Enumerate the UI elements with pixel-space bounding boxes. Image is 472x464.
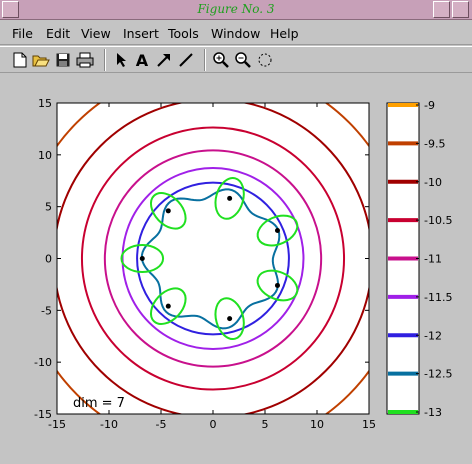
data-point <box>165 303 171 309</box>
colorbar-label: -10 <box>424 176 442 189</box>
y-tick-label: -10 <box>34 356 52 369</box>
rotate-icon[interactable] <box>255 50 275 70</box>
contour-line <box>80 126 346 391</box>
figure-canvas: -15 -10 -5 0 5 10 15 -15 -10 -5 0 5 10 15 dim = 7 -9 -9.… <box>0 74 472 464</box>
title-bar[interactable]: Figure No. 3 <box>0 0 472 20</box>
contour-plot[interactable]: -15 -10 -5 0 5 10 15 -15 -10 -5 0 5 10 15 dim = 7 -9 -9.… <box>0 74 472 464</box>
x-tick-label: 5 <box>262 418 269 431</box>
data-point <box>227 316 233 322</box>
print-icon[interactable] <box>75 50 95 70</box>
toolbar: A <box>0 46 472 73</box>
x-tick-label: 15 <box>362 418 376 431</box>
save-icon[interactable] <box>53 50 73 70</box>
contour-line <box>256 214 299 247</box>
contour-line <box>103 149 323 368</box>
menu-help[interactable]: Help <box>270 26 299 41</box>
contour-line <box>136 181 290 336</box>
menu-tools[interactable]: Tools <box>168 26 199 41</box>
colorbar-label: -11 <box>424 253 442 266</box>
toolbar-separator <box>104 49 106 71</box>
zoom-out-icon[interactable] <box>233 50 253 70</box>
y-tick-label: 0 <box>45 253 52 266</box>
x-tick-label: -10 <box>100 418 118 431</box>
y-tick-label: 15 <box>38 97 52 110</box>
colorbar-label: -11.5 <box>424 291 452 304</box>
menu-view[interactable]: View <box>81 26 111 41</box>
menu-bar: File Edit View Insert Tools Window Help <box>0 21 472 45</box>
menu-edit[interactable]: Edit <box>46 26 71 41</box>
colorbar-label: -10.5 <box>424 214 452 227</box>
x-tick-label: 10 <box>310 418 324 431</box>
x-tick-label: 0 <box>210 418 217 431</box>
menu-insert[interactable]: Insert <box>123 26 159 41</box>
data-point <box>139 256 145 261</box>
colorbar-label: -12.5 <box>424 368 452 381</box>
minimize-button[interactable] <box>433 1 450 18</box>
data-point <box>274 282 280 288</box>
data-point <box>165 208 171 214</box>
menu-file[interactable]: File <box>12 26 33 41</box>
arrow-tool-icon[interactable] <box>154 50 174 70</box>
zoom-in-icon[interactable] <box>211 50 231 70</box>
colorbar-label: -9.5 <box>424 137 445 150</box>
select-arrow-icon[interactable] <box>111 50 131 70</box>
line-tool-icon[interactable] <box>176 50 196 70</box>
plot-background <box>57 103 369 414</box>
x-tick-label: -5 <box>156 418 167 431</box>
window-title: Figure No. 3 <box>197 2 275 16</box>
contour-line <box>149 287 187 325</box>
y-tick-label: -5 <box>41 304 52 317</box>
open-folder-icon[interactable] <box>31 50 51 70</box>
contour-layer <box>57 103 369 414</box>
colorbar-label: -13 <box>424 406 442 419</box>
contour-line <box>121 167 305 350</box>
colorbar-label: -12 <box>424 329 442 342</box>
text-tool-icon[interactable]: A <box>135 50 149 70</box>
data-point <box>274 228 280 234</box>
menu-window[interactable]: Window <box>211 26 261 41</box>
contour-line <box>149 192 187 230</box>
contour-line <box>256 269 299 302</box>
contour-line <box>214 297 245 340</box>
toolbar-separator <box>204 49 206 71</box>
new-file-icon[interactable] <box>10 50 30 70</box>
contour-line <box>120 243 165 274</box>
dim-annotation: dim = 7 <box>73 396 125 411</box>
y-tick-label: 5 <box>45 201 52 214</box>
window-menu-button[interactable] <box>2 1 19 18</box>
colorbar-label: -9 <box>424 99 435 112</box>
x-tick-label: -15 <box>48 418 66 431</box>
maximize-button[interactable] <box>452 1 469 18</box>
contour-line <box>214 177 245 220</box>
y-tick-label: 10 <box>38 149 52 162</box>
y-tick-label: -15 <box>34 408 52 421</box>
data-point <box>227 195 233 201</box>
